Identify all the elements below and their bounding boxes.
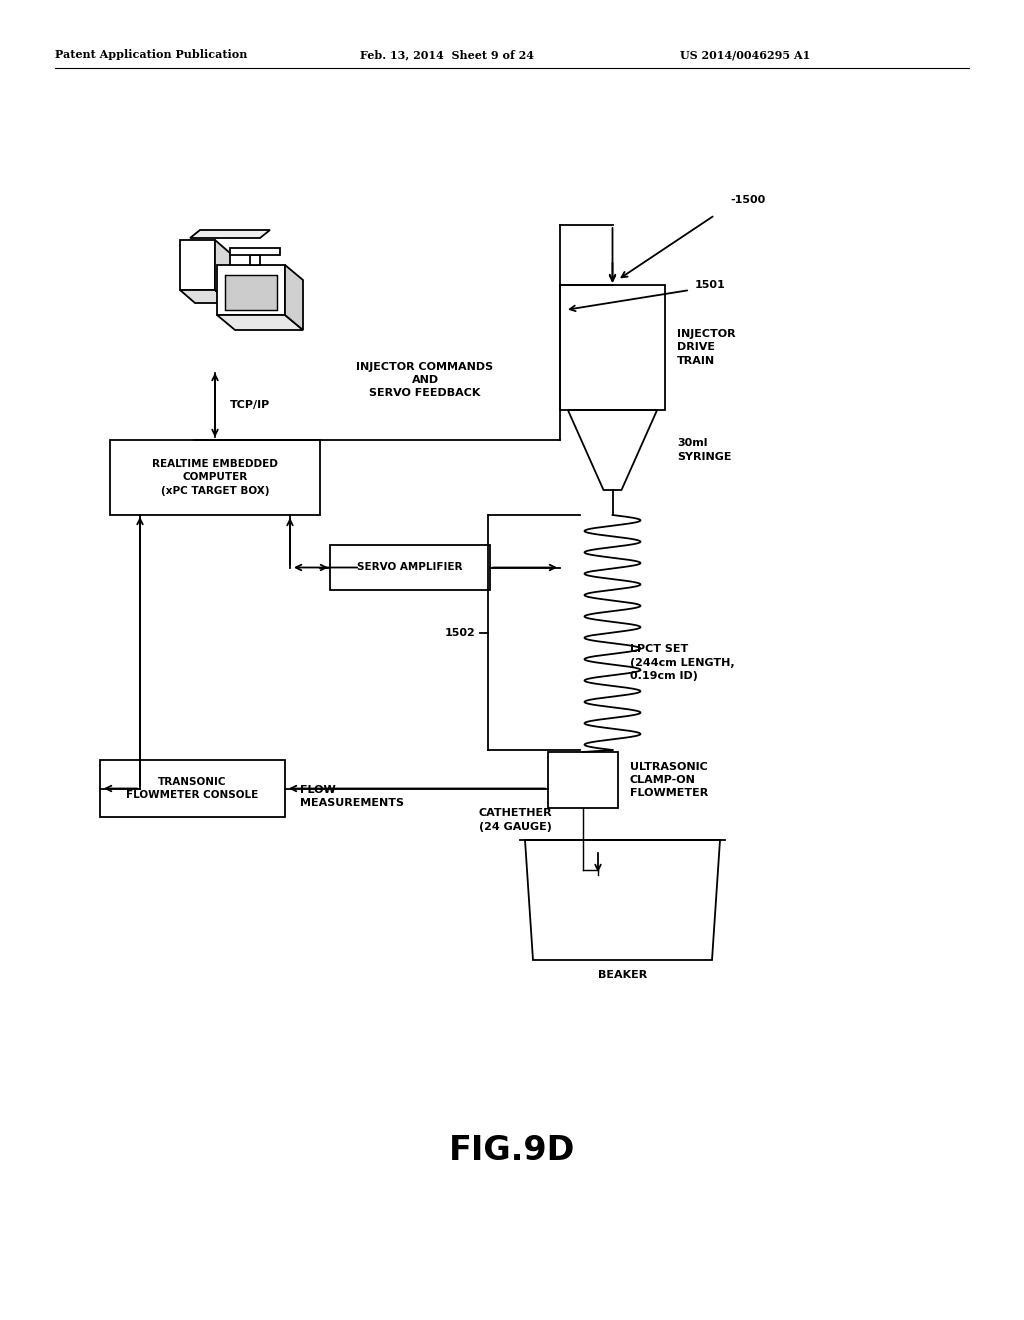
Polygon shape: [215, 240, 230, 304]
Text: ULTRASONIC
CLAMP-ON
FLOWMETER: ULTRASONIC CLAMP-ON FLOWMETER: [630, 762, 709, 799]
Bar: [100, 760, 285, 817]
Polygon shape: [225, 275, 278, 310]
Polygon shape: [217, 265, 285, 315]
Polygon shape: [180, 240, 215, 290]
Text: Patent Application Publication: Patent Application Publication: [55, 49, 248, 61]
Text: REALTIME EMBEDDED
COMPUTER
(xPC TARGET BOX): REALTIME EMBEDDED COMPUTER (xPC TARGET B…: [152, 459, 278, 496]
Text: INJECTOR COMMANDS
AND
SERVO FEEDBACK: INJECTOR COMMANDS AND SERVO FEEDBACK: [356, 362, 494, 399]
Text: TCP/IP: TCP/IP: [230, 400, 270, 411]
Bar: [548, 752, 618, 808]
Polygon shape: [217, 315, 303, 330]
Polygon shape: [190, 230, 270, 238]
Text: CATHETHER
(24 GAUGE): CATHETHER (24 GAUGE): [478, 808, 552, 832]
Polygon shape: [250, 255, 260, 265]
Text: SERVO AMPLIFIER: SERVO AMPLIFIER: [357, 562, 463, 573]
Polygon shape: [180, 290, 230, 304]
Text: US 2014/0046295 A1: US 2014/0046295 A1: [680, 49, 810, 61]
Text: FIG.9D: FIG.9D: [449, 1134, 575, 1167]
Text: TRANSONIC
FLOWMETER CONSOLE: TRANSONIC FLOWMETER CONSOLE: [126, 777, 259, 800]
Bar: [560, 285, 665, 411]
Text: -1500: -1500: [730, 195, 765, 205]
Text: 1502: 1502: [444, 627, 475, 638]
Text: INJECTOR
DRIVE
TRAIN: INJECTOR DRIVE TRAIN: [677, 329, 735, 366]
Bar: [330, 545, 490, 590]
Bar: [110, 440, 319, 515]
Polygon shape: [285, 265, 303, 330]
Text: FLOW
MEASUREMENTS: FLOW MEASUREMENTS: [300, 785, 404, 808]
Text: Feb. 13, 2014  Sheet 9 of 24: Feb. 13, 2014 Sheet 9 of 24: [360, 49, 534, 61]
Text: LPCT SET
(244cm LENGTH,
0.19cm ID): LPCT SET (244cm LENGTH, 0.19cm ID): [630, 644, 734, 681]
Polygon shape: [230, 248, 280, 255]
Text: BEAKER: BEAKER: [598, 970, 647, 979]
Text: 30ml
SYRINGE: 30ml SYRINGE: [677, 438, 731, 462]
Text: 1501: 1501: [695, 280, 726, 290]
